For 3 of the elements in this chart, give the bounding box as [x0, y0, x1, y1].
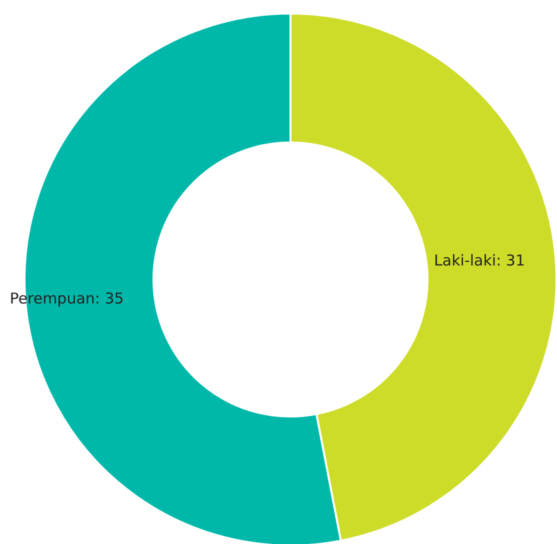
slice-label: Laki-laki: [434, 251, 496, 270]
data-label: : 35: [94, 290, 124, 308]
data-label: : 31: [496, 251, 526, 270]
